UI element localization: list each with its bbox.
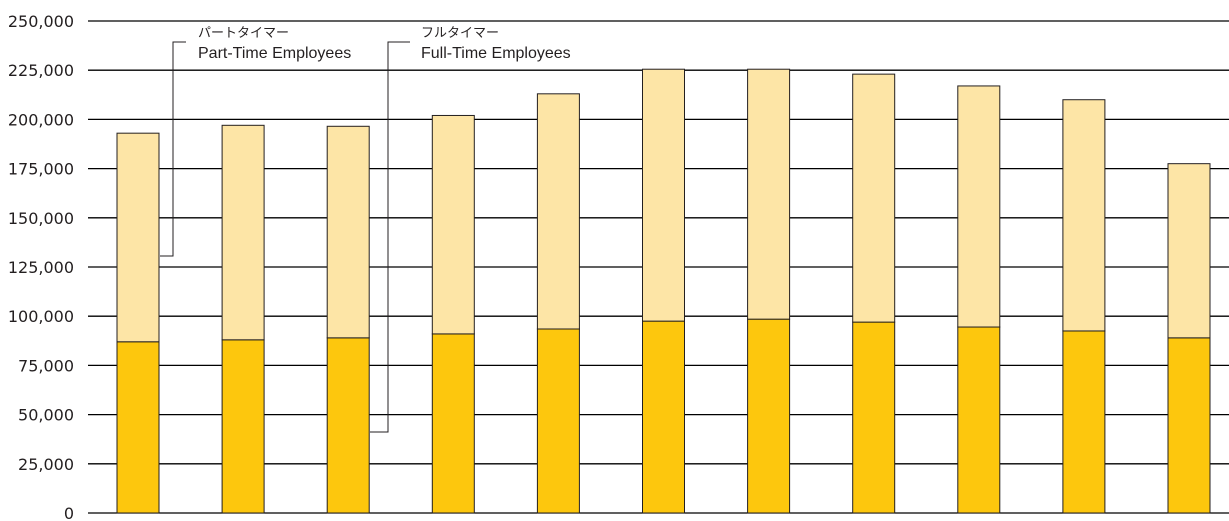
bar-full-time-3 bbox=[326, 337, 370, 514]
y-tick-label: 125,000 bbox=[8, 258, 74, 277]
bar-full-time-4 bbox=[431, 333, 475, 514]
legend-part-time-label-en: Part-Time Employees bbox=[198, 45, 351, 62]
bar-part-time-4 bbox=[431, 114, 475, 335]
bar-full-time-11 bbox=[1167, 337, 1211, 514]
bar-part-time-5 bbox=[536, 93, 580, 330]
bar-part-time-8 bbox=[852, 73, 896, 323]
bar-full-time-2 bbox=[221, 339, 265, 514]
y-tick-label: 75,000 bbox=[18, 356, 74, 375]
bar-part-time-11 bbox=[1167, 163, 1211, 339]
y-tick-label: 200,000 bbox=[8, 110, 74, 129]
y-tick-label: 150,000 bbox=[8, 209, 74, 228]
legend-full-time: フルタイマー Full-Time Employees bbox=[370, 26, 571, 433]
y-tick-label: 100,000 bbox=[8, 307, 74, 326]
bar-full-time-7 bbox=[747, 318, 791, 514]
bar-full-time-5 bbox=[536, 328, 580, 514]
bar-full-time-6 bbox=[642, 320, 685, 514]
y-axis-tick-labels: 0 25,000 50,000 75,000 100,000 125,000 150,000… bbox=[8, 12, 74, 521]
legend-full-time-label-jp: フルタイマー bbox=[421, 26, 499, 41]
bar-part-time-6 bbox=[642, 68, 685, 322]
bar-part-time-1 bbox=[116, 132, 160, 343]
bars bbox=[116, 68, 1211, 514]
bar-full-time-10 bbox=[1062, 330, 1106, 514]
legend-part-time-label-jp: パートタイマー bbox=[198, 26, 289, 41]
bar-full-time-1 bbox=[116, 341, 160, 514]
legend-part-time: パートタイマー Part-Time Employees bbox=[160, 26, 351, 257]
bar-part-time-9 bbox=[957, 85, 1001, 328]
y-tick-label: 25,000 bbox=[18, 455, 74, 474]
bar-part-time-3 bbox=[326, 125, 370, 339]
legend-full-time-leader bbox=[370, 41, 410, 433]
bar-full-time-9 bbox=[957, 326, 1001, 514]
bar-full-time-8 bbox=[852, 321, 896, 514]
bar-part-time-2 bbox=[221, 124, 265, 341]
y-tick-label: 50,000 bbox=[18, 406, 74, 425]
bar-part-time-7 bbox=[747, 68, 791, 320]
y-tick-label: 250,000 bbox=[8, 12, 74, 31]
y-tick-label: 0 bbox=[64, 504, 74, 521]
y-tick-label: 175,000 bbox=[8, 160, 74, 179]
bar-part-time-10 bbox=[1062, 99, 1106, 332]
legend-full-time-label-en: Full-Time Employees bbox=[421, 45, 571, 62]
y-tick-label: 225,000 bbox=[8, 61, 74, 80]
legend-part-time-leader bbox=[160, 41, 186, 257]
